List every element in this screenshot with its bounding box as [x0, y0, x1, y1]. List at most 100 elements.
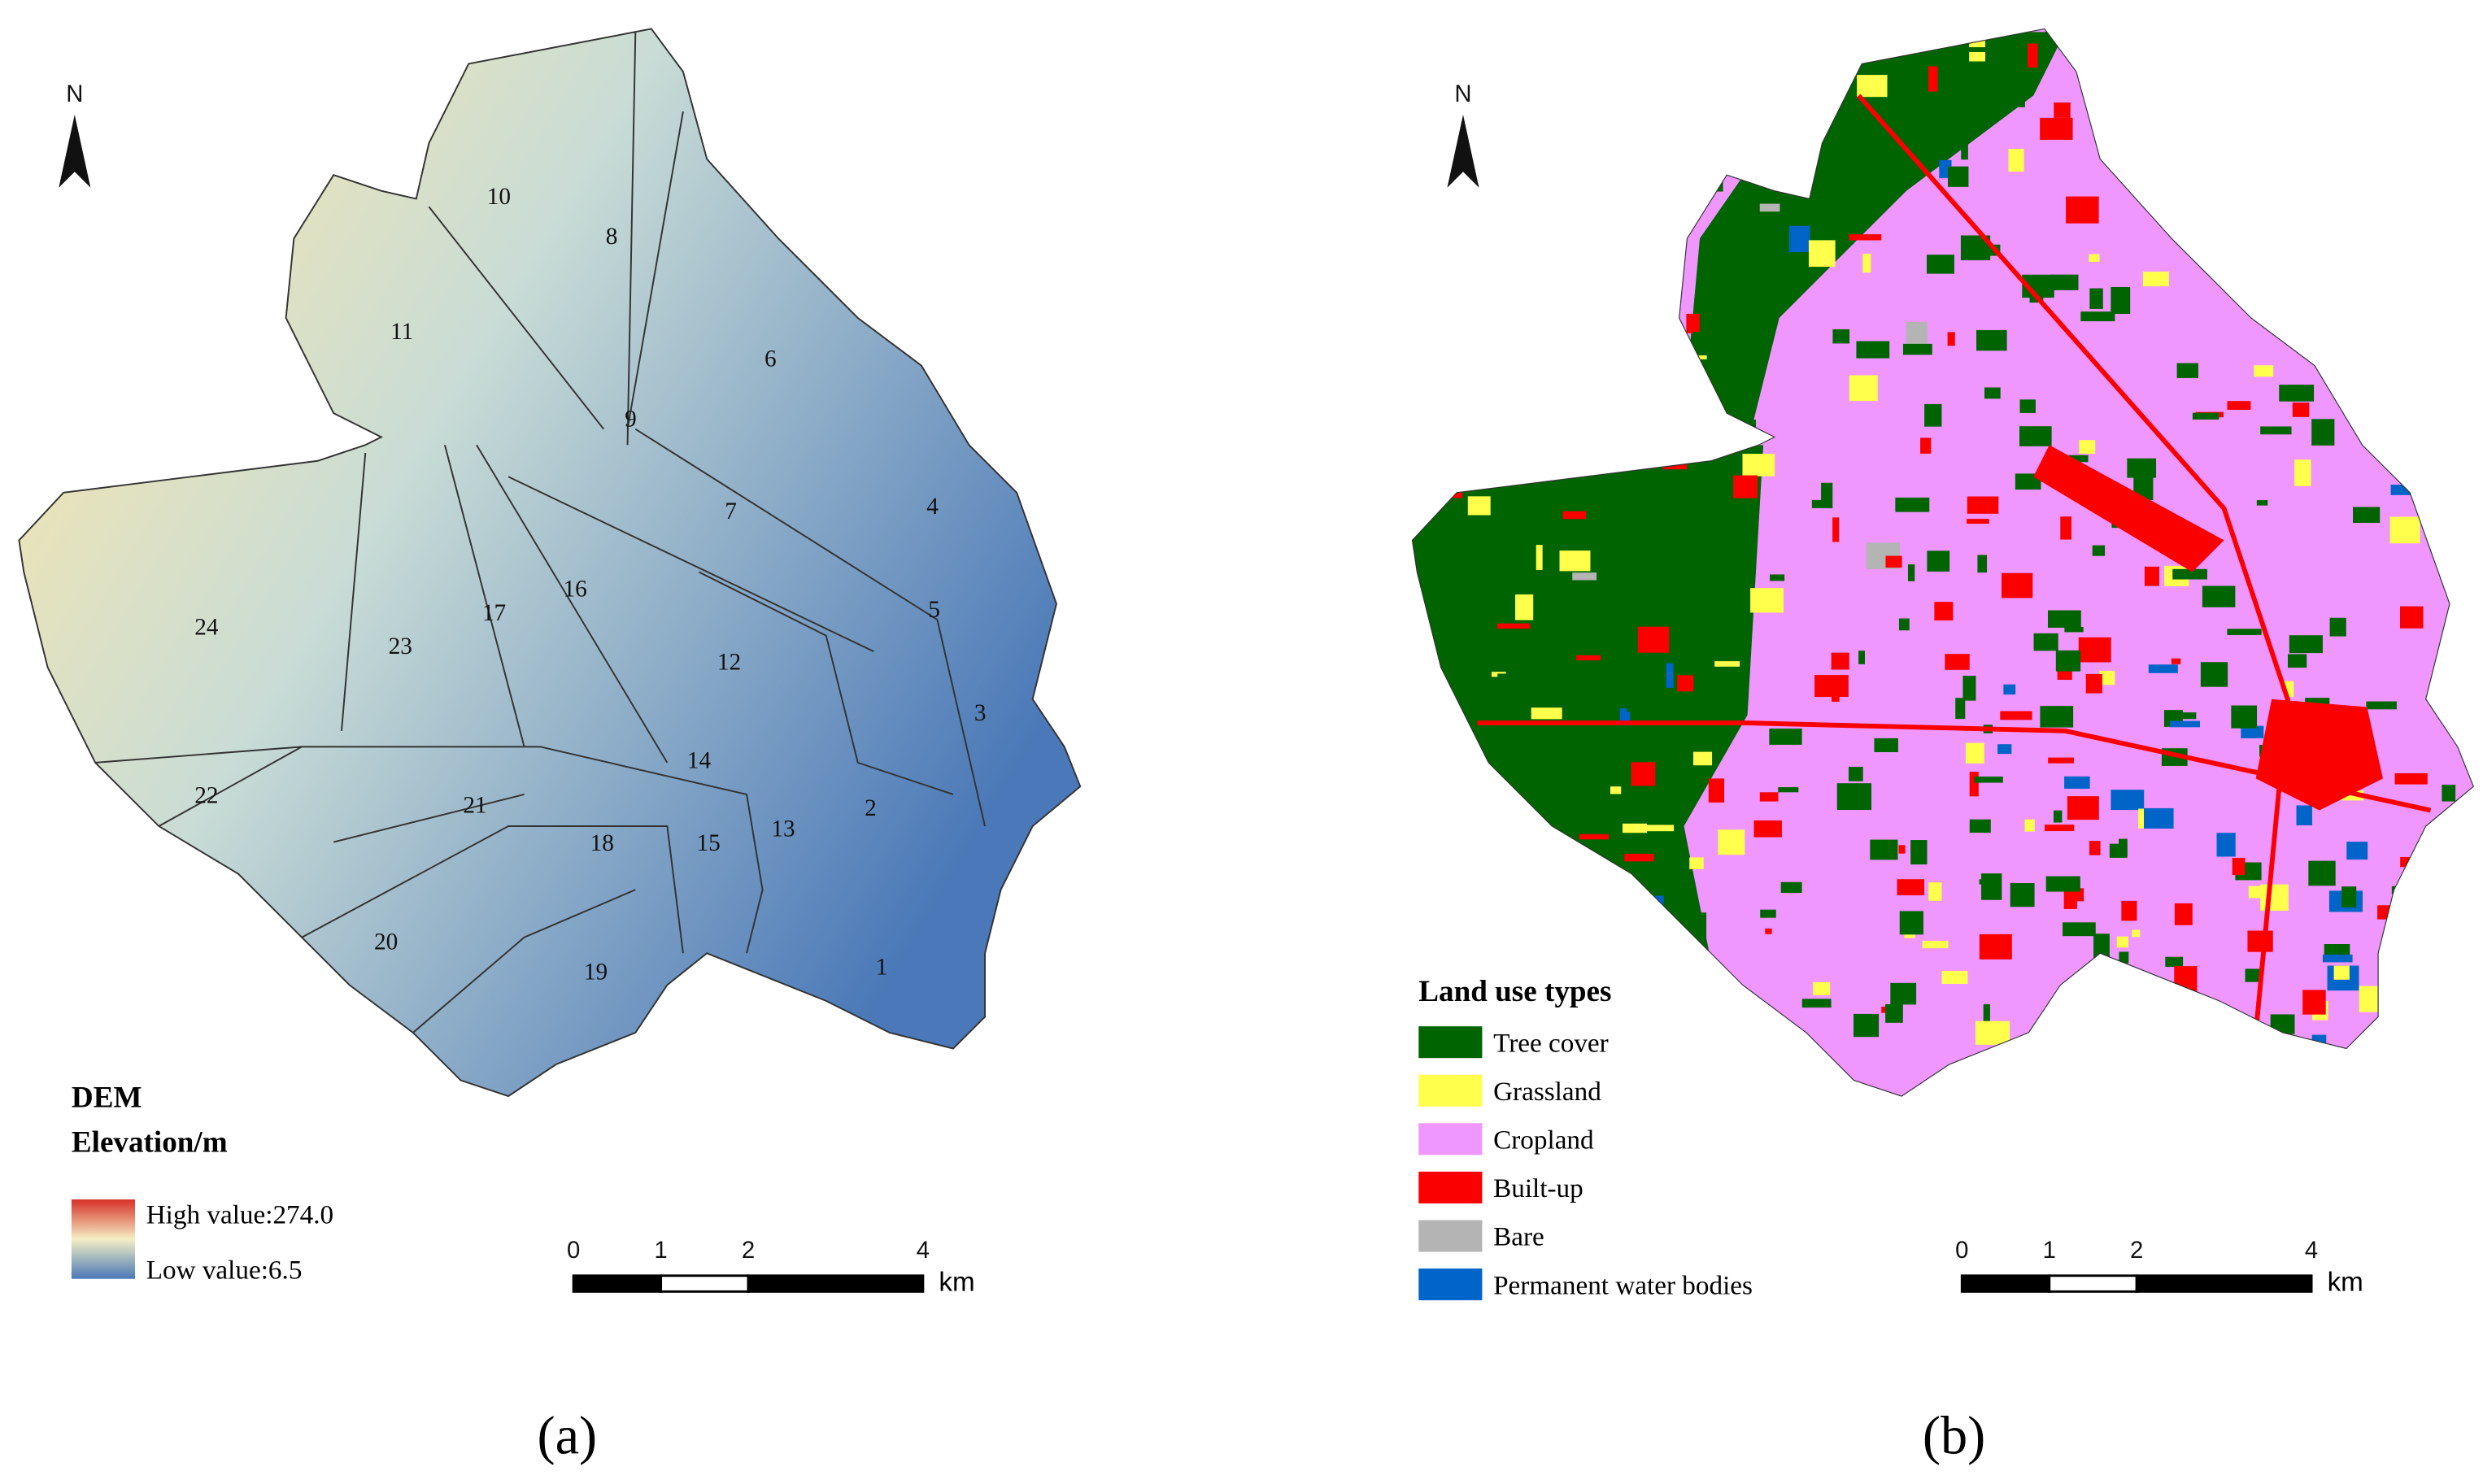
land-patch [1813, 981, 1831, 995]
land-patch [1531, 707, 1562, 720]
land-patch [1668, 784, 1683, 790]
land-patch [1562, 511, 1587, 520]
land-patch [1955, 698, 1966, 720]
land-patch [1693, 331, 1712, 356]
land-patch [1639, 211, 1674, 237]
land-patch [1714, 37, 1744, 48]
land-patch [2294, 459, 2311, 486]
land-patch [1518, 868, 1536, 878]
land-patch [2256, 500, 2268, 506]
land-patch [1647, 514, 1682, 533]
land-patch [1622, 66, 1633, 83]
land-patch [1780, 881, 1802, 894]
land-patch [1753, 820, 1782, 838]
land-patch [2097, 1029, 2105, 1038]
subbasin-label: 10 [487, 184, 511, 210]
land-patch [1621, 38, 1629, 59]
legend-swatch [1418, 1269, 1483, 1301]
land-patch [2047, 610, 2081, 628]
land-patch [1778, 787, 1799, 793]
land-patch [1686, 313, 1700, 333]
land-patch [1808, 240, 1836, 268]
land-patch [1770, 574, 1785, 581]
land-patch [2411, 864, 2438, 890]
land-patch [2165, 956, 2184, 967]
land-patch [2390, 485, 2415, 495]
road [1477, 94, 2432, 1034]
land-patch [1831, 209, 1844, 220]
land-patch [1906, 321, 1928, 346]
land-patch [2145, 85, 2176, 95]
land-patch [2002, 572, 2033, 598]
scale-segment [2048, 1274, 2138, 1293]
land-patch [1862, 253, 1871, 273]
dem-map [18, 28, 1082, 1098]
land-patch [1435, 640, 1455, 651]
land-patch [2398, 107, 2411, 114]
scale-tick-label: 1 [654, 1237, 667, 1264]
land-patch [1496, 350, 1514, 362]
subbasin-label: 7 [725, 498, 737, 524]
land-patch [1610, 786, 1622, 794]
land-patch [1631, 762, 1656, 786]
land-patch [1435, 376, 1459, 400]
subbasin-label: 9 [625, 407, 637, 433]
land-patch [1664, 176, 1696, 187]
land-patch [2092, 545, 2106, 556]
land-patch [2439, 247, 2465, 262]
land-patch [1874, 738, 1898, 752]
land-patch [1576, 655, 1601, 661]
legend-swatch [1418, 1171, 1483, 1203]
subbasin-label: 13 [771, 816, 795, 842]
land-patch [2064, 626, 2084, 633]
land-patch [2231, 705, 2258, 729]
legend-ramp [71, 1199, 136, 1279]
land-patch [2142, 272, 2169, 287]
land-patch [2438, 1032, 2468, 1047]
land-patch [2216, 833, 2236, 857]
land-patch [2400, 606, 2424, 629]
land-patch [1515, 594, 1534, 620]
land-patch [1439, 933, 1460, 940]
land-patch [2354, 55, 2384, 78]
land-patch [2289, 635, 2323, 654]
land-patch [1474, 572, 1484, 583]
land-patch [1832, 517, 1840, 542]
land-patch [1493, 874, 1518, 902]
land-patch [1885, 555, 1902, 568]
land-patch [1572, 113, 1608, 124]
land-patch [2254, 223, 2287, 238]
land-patch [2408, 892, 2442, 917]
land-patch [2215, 226, 2246, 247]
land-patch [1677, 675, 1694, 692]
land-patch [1535, 455, 1543, 467]
land-patch [2116, 936, 2128, 948]
land-patch [1605, 1047, 1638, 1065]
land-patch [1670, 733, 1681, 755]
land-patch [1736, 420, 1757, 430]
land-patch [2121, 900, 2137, 921]
land-patch [1415, 907, 1447, 914]
land-patch [1692, 751, 1713, 766]
land-patch [1782, 125, 1795, 145]
land-patch [1789, 225, 1810, 252]
scale-segment [572, 1274, 663, 1293]
land-patch [2241, 725, 2264, 738]
land-patch [1976, 330, 2007, 351]
land-patch [1997, 744, 2012, 755]
land-patch [2359, 986, 2385, 1012]
land-patch [1454, 115, 1481, 129]
land-patch [1579, 833, 1610, 840]
land-patch [2089, 254, 2100, 263]
land-patch [2341, 886, 2357, 907]
land-patch [1750, 588, 1784, 613]
scale-unit: km [2328, 1267, 2363, 1297]
land-patch [1419, 342, 1448, 360]
land-patch [1552, 372, 1559, 382]
subbasin-label: 19 [584, 959, 608, 985]
subbasin-label: 17 [482, 600, 506, 626]
land-patch [2192, 412, 2219, 420]
north-label: N [1454, 81, 1471, 107]
land-patch [2302, 990, 2326, 1015]
land-patch [1627, 700, 1636, 712]
